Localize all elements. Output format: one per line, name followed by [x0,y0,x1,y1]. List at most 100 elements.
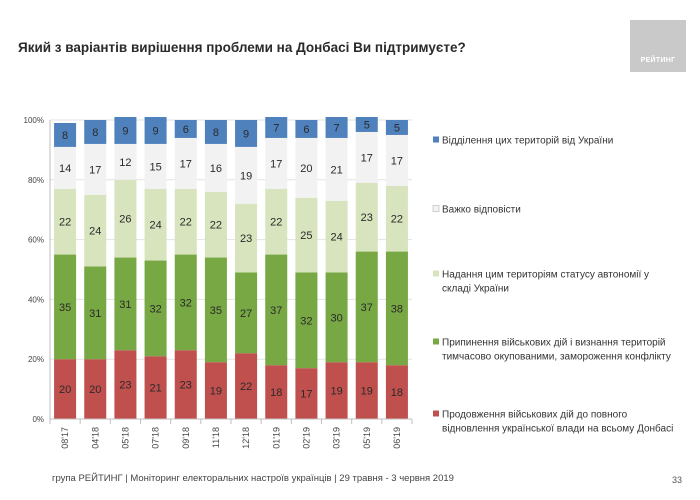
data-label: 38 [391,303,403,315]
bar-segment [295,120,318,138]
data-label: 37 [361,302,373,314]
bar-segment [295,137,318,198]
bar-segment [385,365,408,419]
bar-segment [295,197,318,273]
bar-segment [265,117,288,138]
data-label: 35 [210,305,222,317]
data-label: 6 [303,124,309,136]
legend-label: Надання цим територіям статусу автономії… [442,270,649,295]
bar-segment [54,146,77,189]
bar-segment [325,117,348,138]
data-label: 12 [119,157,131,169]
bar-segment [174,254,197,351]
data-label: 35 [59,302,71,314]
bar-segment [84,143,107,195]
bar-segment [265,365,288,419]
bar-segment [355,131,378,183]
x-tick-label: 09'18 [181,427,191,449]
x-axis: 08'17 04'18 05'18 07'18 09'18 11'18 12'18 01'19… [49,418,413,449]
bar-segment [174,120,197,138]
bar-segment [355,182,378,252]
x-tick-label: 04'18 [90,427,100,449]
bar-segment [235,203,258,273]
bar-segment [144,356,167,419]
legend-swatch [433,410,439,417]
data-label: 24 [149,220,161,232]
bar-segment [385,185,408,252]
data-label: 31 [89,308,101,320]
bar-segment [355,117,378,132]
legend-label: Важко відповісти [442,205,521,216]
bar-segment [235,120,258,147]
bar-segment [325,362,348,419]
chart-title: Який з варіантів вирішення проблеми на Д… [18,40,466,55]
data-label: 37 [270,305,282,317]
bar-segment [114,257,137,351]
bar-segment [114,143,137,180]
data-label: 19 [330,386,342,398]
data-label: 32 [149,303,161,315]
data-label: 22 [210,220,222,232]
x-tick-label: 02'19 [301,427,311,449]
x-tick-label: 05'18 [120,427,130,449]
bar-segment [174,137,197,189]
y-axis: 0% 20% 40% 60% 80% 100% [24,116,51,424]
data-label: 7 [273,122,279,134]
data-label: 17 [89,164,101,176]
data-label: 17 [270,158,282,170]
bar-segment [174,350,197,419]
data-label: 17 [300,389,312,401]
bar-segment [114,350,137,419]
data-label: 8 [213,127,219,139]
logo-text: РЕЙТИНГ [640,57,676,64]
data-label: 22 [391,214,403,226]
y-tick-label: 80% [28,176,44,185]
bar-segment [204,257,227,363]
data-label: 23 [180,380,192,392]
data-label: 22 [270,217,282,229]
data-label: 19 [361,386,373,398]
bar-segment [144,117,167,144]
data-label: 23 [361,212,373,224]
data-label: 8 [62,130,68,142]
bar-segment [204,191,227,258]
data-label: 16 [210,163,222,175]
data-label: 18 [391,387,403,399]
data-label: 22 [240,381,252,393]
y-tick-label: 0% [32,415,44,424]
bar-segment [235,353,258,419]
bar-segment [144,143,167,189]
bar-segment [325,137,348,201]
data-label: 25 [300,230,312,242]
x-tick-label: 06'19 [392,427,402,449]
data-label: 17 [361,152,373,164]
legend-label: Відділення цих територій від України [442,136,613,147]
bar-segment [54,188,77,255]
bar-segment [265,188,288,255]
data-label: 22 [180,217,192,229]
x-tick-label: 01'19 [271,427,281,449]
data-label: 32 [180,297,192,309]
x-tick-label: 03'19 [332,427,342,449]
bar-segment [295,272,318,369]
bar-segment [204,120,227,144]
bar-segment [174,188,197,255]
bar-segment [265,254,288,366]
bar-segment [295,368,318,419]
legend-swatch [432,205,440,212]
data-label: 21 [149,383,161,395]
data-label: 19 [240,170,252,182]
data-label: 27 [240,308,252,320]
data-label: 6 [183,124,189,136]
x-tick-label: 07'18 [151,427,161,449]
bar-segment [385,251,408,366]
page-number: 33 [672,475,683,485]
bar-segment [84,266,107,360]
x-tick-label: 08'17 [60,427,70,449]
data-label: 23 [240,233,252,245]
bar-segment [54,254,77,360]
bar-segment [325,272,348,363]
y-tick-label: 100% [24,116,44,125]
legend: Відділення цих територій від України Важк… [432,136,673,435]
data-label: 20 [89,384,101,396]
